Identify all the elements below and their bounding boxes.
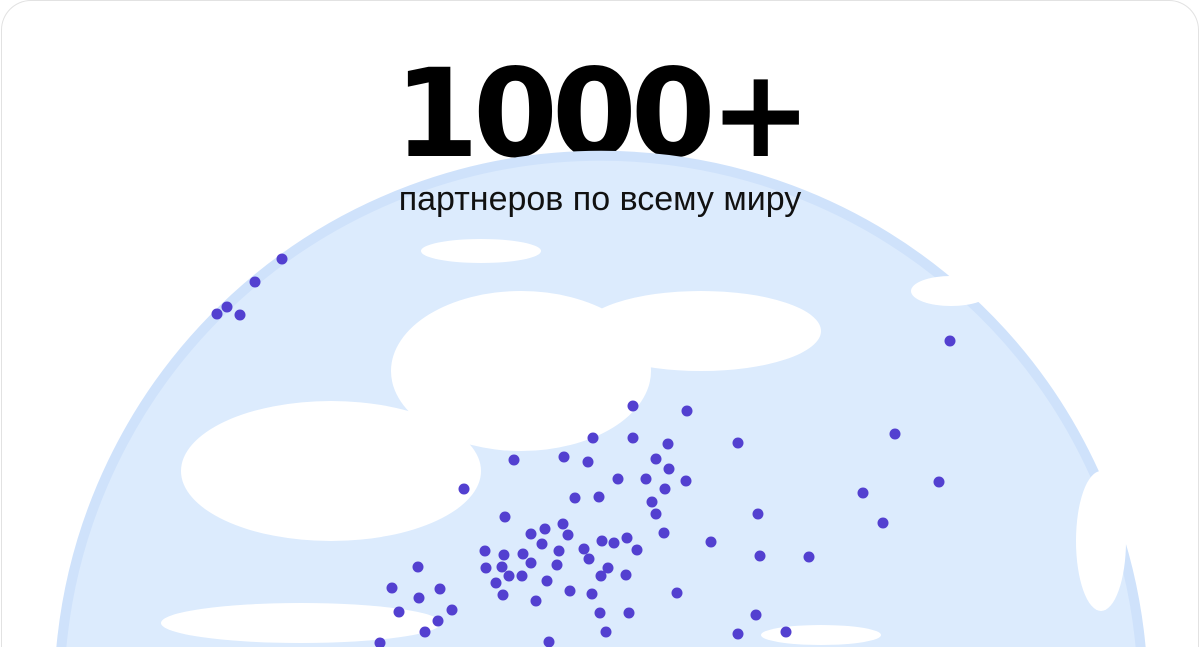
partner-marker [608, 537, 620, 549]
partner-marker [393, 606, 405, 618]
partner-marker [432, 615, 444, 627]
globe-seas [161, 239, 1126, 645]
partner-marker [889, 428, 901, 440]
partner-marker [602, 562, 614, 574]
partner-marker [249, 276, 261, 288]
partner-marker [627, 432, 639, 444]
partner-marker [582, 456, 594, 468]
partner-marker [593, 491, 605, 503]
partners-caption: партнеров по всему миру [398, 180, 802, 218]
partner-marker [517, 548, 529, 560]
partner-marker [595, 570, 607, 582]
partner-marker [211, 308, 223, 320]
partner-marker [543, 636, 555, 647]
partner-marker [780, 626, 792, 638]
partner-marker [525, 528, 537, 540]
partner-marker [732, 628, 744, 640]
partner-marker [623, 607, 635, 619]
partner-marker [516, 570, 528, 582]
partner-marker [479, 545, 491, 557]
partner-marker [621, 532, 633, 544]
partner-marker [754, 550, 766, 562]
partner-marker [680, 475, 692, 487]
partner-marker [497, 589, 509, 601]
partner-marker [750, 609, 762, 621]
partner-marker [587, 432, 599, 444]
partner-marker [578, 543, 590, 555]
partner-marker [386, 582, 398, 594]
partner-marker [640, 473, 652, 485]
partner-marker [569, 492, 581, 504]
partner-marker [498, 549, 510, 561]
partner-marker [558, 451, 570, 463]
partner-marker [412, 561, 424, 573]
partner-marker [551, 559, 563, 571]
partner-marker [586, 588, 598, 600]
partner-marker [803, 551, 815, 563]
partner-marker [496, 561, 508, 573]
partner-marker [944, 335, 956, 347]
partner-marker [671, 587, 683, 599]
partner-marker [612, 473, 624, 485]
partner-marker [499, 511, 511, 523]
partner-marker [553, 545, 565, 557]
partner-marker [419, 626, 431, 638]
partner-marker [650, 508, 662, 520]
partner-marker [681, 405, 693, 417]
partner-marker [539, 523, 551, 535]
partner-marker [933, 476, 945, 488]
partner-marker [659, 483, 671, 495]
partner-marker [646, 496, 658, 508]
partner-marker [650, 453, 662, 465]
partner-marker [234, 309, 246, 321]
partner-marker [620, 569, 632, 581]
partner-marker [752, 508, 764, 520]
partner-marker [446, 604, 458, 616]
partner-marker [658, 527, 670, 539]
partner-marker [434, 583, 446, 595]
partner-marker [557, 518, 569, 530]
partner-marker [594, 607, 606, 619]
partner-marker [413, 592, 425, 604]
partner-marker [525, 557, 537, 569]
partner-marker [541, 575, 553, 587]
partner-marker [458, 483, 470, 495]
partner-marker [503, 570, 515, 582]
partner-marker [732, 437, 744, 449]
partner-marker [877, 517, 889, 529]
partner-marker [600, 626, 612, 638]
partner-marker [480, 562, 492, 574]
partner-marker [663, 463, 675, 475]
globe-rim [56, 150, 1146, 647]
partner-marker [530, 595, 542, 607]
partner-marker [705, 536, 717, 548]
partner-marker [508, 454, 520, 466]
partner-marker [662, 438, 674, 450]
partner-marker [631, 544, 643, 556]
partner-marker [536, 538, 548, 550]
partner-marker [374, 637, 386, 647]
partner-marker [857, 487, 869, 499]
partner-marker [490, 577, 502, 589]
partner-marker [627, 400, 639, 412]
partner-marker [583, 553, 595, 565]
partner-marker [564, 585, 576, 597]
partner-marker [221, 301, 233, 313]
partner-marker [276, 253, 288, 265]
partner-marker [596, 535, 608, 547]
partner-marker [562, 529, 574, 541]
